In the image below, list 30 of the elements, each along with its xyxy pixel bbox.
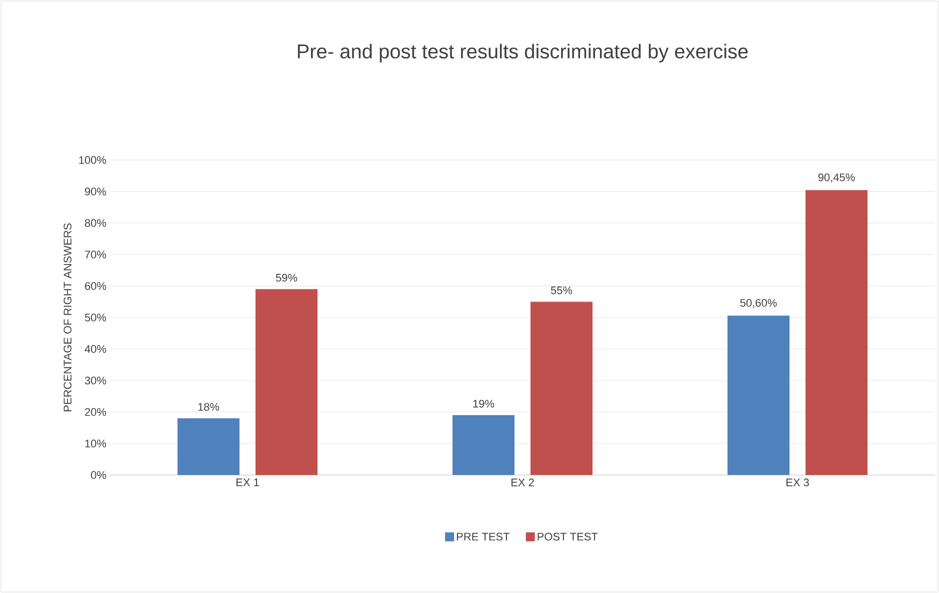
x-tick-label: EX 2 bbox=[511, 478, 534, 486]
y-tick-label: 10% bbox=[85, 440, 106, 448]
chart-title: Pre- and post test results discriminated by exercise bbox=[298, 44, 748, 62]
data-label: 19% bbox=[473, 400, 494, 408]
data-label: 55% bbox=[550, 286, 572, 294]
y-tick-label: 0% bbox=[91, 471, 106, 479]
data-label: 90,45% bbox=[818, 173, 855, 183]
y-tick-label: 20% bbox=[85, 408, 106, 416]
y-tick-label: 80% bbox=[84, 219, 106, 227]
y-tick-label: 30% bbox=[84, 376, 106, 384]
y-axis-title: PERCENTAGE OF RIGHT ANSWERS bbox=[64, 223, 72, 412]
y-tick-label: 100% bbox=[79, 156, 106, 164]
x-tick-label: EX 3 bbox=[786, 478, 809, 486]
data-label: 50,60% bbox=[740, 298, 777, 308]
data-label: 59% bbox=[276, 274, 298, 282]
legend-label: PRE TEST bbox=[456, 532, 510, 541]
legend-label: POST TEST bbox=[538, 532, 598, 541]
y-tick-label: 70% bbox=[85, 250, 106, 258]
bar bbox=[806, 190, 868, 475]
bar bbox=[256, 289, 318, 475]
bar bbox=[728, 316, 790, 475]
bar bbox=[178, 418, 240, 475]
y-tick-label: 90% bbox=[84, 188, 106, 196]
y-tick-label: 50% bbox=[84, 314, 106, 322]
bar bbox=[452, 415, 515, 475]
data-label: 18% bbox=[198, 402, 220, 411]
y-tick-label: 60% bbox=[85, 282, 106, 290]
y-tick-label: 40% bbox=[84, 345, 106, 353]
bar bbox=[530, 302, 593, 475]
x-tick-label: EX 1 bbox=[236, 478, 259, 486]
